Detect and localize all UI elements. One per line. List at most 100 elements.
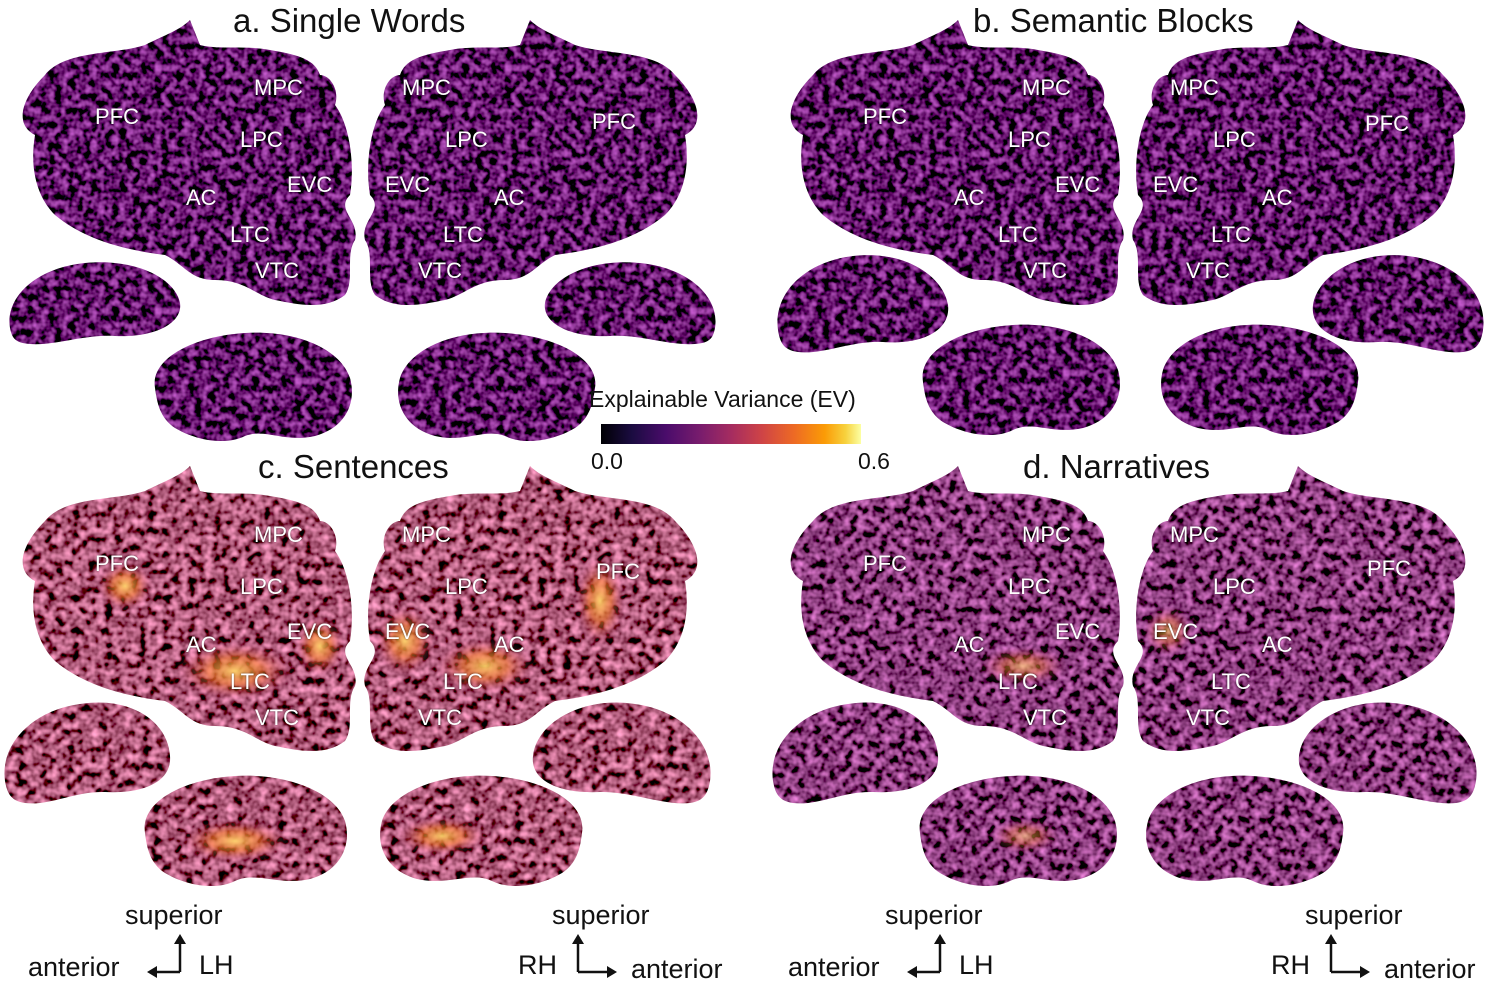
region-label-vtc: VTC bbox=[1023, 258, 1067, 283]
anterior-label: anterior bbox=[788, 952, 880, 982]
panel-a: a. Single Words PFC MPC LPC AC EVC LTC V… bbox=[0, 0, 750, 450]
panel-title: a. Single Words bbox=[233, 2, 466, 39]
left-lateral-surface bbox=[4, 702, 171, 804]
region-label-ltc: LTC bbox=[230, 222, 270, 247]
orientation-arrows-icon bbox=[1325, 934, 1370, 978]
orientation-key-lh: superior anterior LH bbox=[25, 900, 285, 982]
region-label-lpc: LPC bbox=[445, 574, 488, 599]
region-label-ac: AC bbox=[186, 632, 217, 657]
region-label-pfc: PFC bbox=[1365, 111, 1409, 136]
right-hemisphere-flatmap bbox=[364, 20, 698, 305]
colorbar: Explainable Variance (EV) 0.0 0.6 bbox=[585, 386, 905, 476]
region-label-mpc: MPC bbox=[254, 75, 303, 100]
region-label-lpc: LPC bbox=[1213, 127, 1256, 152]
region-label-vtc: VTC bbox=[1186, 705, 1230, 730]
hemisphere-label: RH bbox=[518, 950, 557, 980]
region-label-evc: EVC bbox=[385, 172, 431, 197]
anterior-label: anterior bbox=[28, 952, 120, 982]
right-lateral-surface bbox=[532, 702, 711, 804]
left-medial-surface bbox=[154, 332, 352, 442]
region-label-pfc: PFC bbox=[1367, 556, 1411, 581]
region-label-evc: EVC bbox=[1055, 619, 1101, 644]
right-lateral-surface bbox=[544, 262, 716, 345]
region-label-mpc: MPC bbox=[1170, 75, 1219, 100]
hemisphere-label: LH bbox=[959, 950, 994, 980]
region-label-lpc: LPC bbox=[240, 574, 283, 599]
region-label-pfc: PFC bbox=[592, 109, 636, 134]
colorbar-gradient bbox=[601, 424, 861, 444]
region-label-vtc: VTC bbox=[255, 705, 299, 730]
region-label-vtc: VTC bbox=[418, 258, 462, 283]
right-hemisphere-flatmap bbox=[1132, 466, 1466, 751]
right-medial-surface bbox=[380, 775, 583, 887]
region-label-ac: AC bbox=[1262, 185, 1293, 210]
right-hemisphere-flatmap bbox=[364, 466, 698, 751]
superior-label: superior bbox=[125, 900, 223, 930]
region-label-ac: AC bbox=[1262, 632, 1293, 657]
region-label-evc: EVC bbox=[385, 619, 431, 644]
panel-title: d. Narratives bbox=[1023, 448, 1211, 485]
region-label-pfc: PFC bbox=[95, 104, 139, 129]
panel-title: c. Sentences bbox=[258, 448, 449, 485]
region-label-vtc: VTC bbox=[255, 258, 299, 283]
orientation-key-lh: superior anterior LH bbox=[785, 900, 1045, 982]
region-label-lpc: LPC bbox=[1213, 574, 1256, 599]
left-hemisphere-flatmap bbox=[790, 466, 1124, 751]
region-label-mpc: MPC bbox=[1022, 522, 1071, 547]
right-hemisphere-flatmap bbox=[1132, 20, 1466, 305]
region-label-evc: EVC bbox=[1153, 619, 1199, 644]
region-label-mpc: MPC bbox=[254, 522, 303, 547]
left-lateral-surface bbox=[772, 702, 939, 804]
region-label-pfc: PFC bbox=[596, 559, 640, 584]
anterior-label: anterior bbox=[1384, 954, 1476, 984]
region-label-ac: AC bbox=[494, 185, 525, 210]
region-label-vtc: VTC bbox=[418, 705, 462, 730]
superior-label: superior bbox=[552, 900, 650, 930]
region-label-ac: AC bbox=[494, 632, 525, 657]
region-label-lpc: LPC bbox=[1008, 574, 1051, 599]
region-label-lpc: LPC bbox=[1008, 127, 1051, 152]
region-label-pfc: PFC bbox=[95, 551, 139, 576]
region-label-ac: AC bbox=[186, 185, 217, 210]
region-label-ltc: LTC bbox=[1211, 222, 1251, 247]
colorbar-min-label: 0.0 bbox=[591, 448, 623, 474]
panel-b: b. Semantic Blocks PFC MPC LPC AC EVC LT… bbox=[768, 0, 1500, 450]
orientation-key-rh: superior RH anterior bbox=[1271, 900, 1500, 984]
region-label-ltc: LTC bbox=[998, 669, 1038, 694]
region-label-ltc: LTC bbox=[1211, 669, 1251, 694]
region-label-mpc: MPC bbox=[1170, 522, 1219, 547]
region-label-mpc: MPC bbox=[402, 75, 451, 100]
panel-c: c. Sentences PFC MPC LPC AC EVC LTC VTC … bbox=[0, 446, 750, 896]
left-lateral-surface bbox=[777, 255, 949, 353]
hemisphere-label: RH bbox=[1271, 950, 1310, 980]
region-label-ltc: LTC bbox=[230, 669, 270, 694]
region-label-ac: AC bbox=[954, 632, 985, 657]
orientation-arrows-icon bbox=[572, 934, 617, 978]
left-hemisphere-flatmap bbox=[22, 20, 356, 305]
region-label-mpc: MPC bbox=[1022, 75, 1071, 100]
right-lateral-surface bbox=[1312, 255, 1484, 353]
orientation-arrows-icon bbox=[147, 934, 186, 978]
left-lateral-surface bbox=[9, 262, 181, 345]
superior-label: superior bbox=[1305, 900, 1403, 930]
left-medial-surface bbox=[144, 775, 347, 887]
right-medial-surface bbox=[1161, 324, 1359, 436]
left-hemisphere-flatmap bbox=[22, 466, 356, 751]
orientation-arrows-icon bbox=[907, 934, 946, 978]
region-label-pfc: PFC bbox=[863, 551, 907, 576]
region-label-evc: EVC bbox=[287, 619, 333, 644]
left-hemisphere-flatmap bbox=[790, 20, 1124, 305]
left-medial-surface bbox=[919, 775, 1117, 887]
panel-title: b. Semantic Blocks bbox=[973, 2, 1254, 39]
region-label-pfc: PFC bbox=[863, 104, 907, 129]
region-label-evc: EVC bbox=[1055, 172, 1101, 197]
region-label-evc: EVC bbox=[1153, 172, 1199, 197]
left-medial-surface bbox=[922, 324, 1120, 436]
right-lateral-surface bbox=[1298, 702, 1477, 804]
colorbar-title: Explainable Variance (EV) bbox=[589, 386, 856, 412]
region-label-vtc: VTC bbox=[1023, 705, 1067, 730]
region-label-vtc: VTC bbox=[1186, 258, 1230, 283]
region-label-lpc: LPC bbox=[240, 127, 283, 152]
region-label-mpc: MPC bbox=[402, 522, 451, 547]
orientation-key-rh: superior RH anterior bbox=[518, 900, 778, 984]
